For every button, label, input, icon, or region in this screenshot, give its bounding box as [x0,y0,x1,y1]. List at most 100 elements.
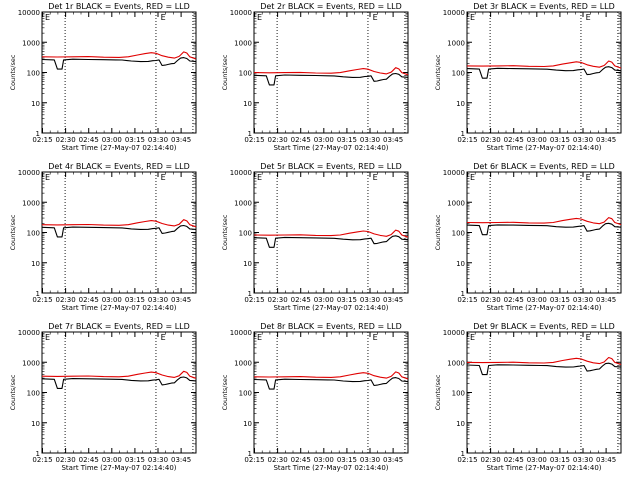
y-tick-label: 10 [243,100,252,108]
events-series-line [41,224,197,238]
flag-label: E [586,173,591,182]
y-tick-label: 10000 [230,169,252,177]
x-tick-label: 03:30 [148,456,168,464]
x-tick-label: 02:45 [291,296,311,304]
x-tick-label: 03:00 [314,456,334,464]
x-tick-label: 02:30 [56,456,76,464]
lld-series-line [253,67,409,76]
flag-label: E [470,333,475,342]
panel-title: Det 4r BLACK = Events, RED = LLD [48,162,190,171]
x-tick-label: 03:45 [171,456,191,464]
x-tick-label: 03:45 [596,136,616,144]
x-tick-label: 02:15 [244,456,264,464]
x-tick-label: 03:15 [337,296,357,304]
plot-panel-9: Det 9r BLACK = Events, RED = LLD 1 10 100 10… [434,322,622,472]
y-tick-label: 10 [243,260,252,268]
y-axis-label: Counts/sec [9,214,17,250]
y-tick-label: 1000 [234,199,252,207]
lld-series-line [41,219,197,228]
x-tick-label: 03:45 [383,296,403,304]
y-tick-label: 10000 [18,169,40,177]
x-axis-label: Start Time (27-May-07 02:14:40) [273,144,388,152]
x-tick-label: 03:45 [383,136,403,144]
y-tick-label: 1 [248,450,252,458]
x-tick-label: 02:30 [481,296,501,304]
events-series-line [41,376,197,389]
y-tick-label: 10000 [230,329,252,337]
y-tick-label: 10 [31,420,40,428]
events-series-line [466,362,622,376]
y-axis-label: Counts/sec [221,374,229,410]
x-tick-label: 02:30 [268,136,288,144]
x-axis-label: Start Time (27-May-07 02:14:40) [61,304,176,312]
plot-panel-3: Det 3r BLACK = Events, RED = LLD 1 10 100 10… [434,2,622,152]
panel-title: Det 6r BLACK = Events, RED = LLD [473,162,615,171]
x-tick-label: 03:00 [102,136,122,144]
x-tick-label: 02:15 [32,136,52,144]
lld-series-line [41,370,197,379]
plot-panel-1: Det 1r BLACK = Events, RED = LLD 1 10 100 10… [9,2,197,152]
x-tick-label: 02:30 [56,136,76,144]
x-tick-label: 03:00 [102,456,122,464]
x-tick-label: 03:45 [596,296,616,304]
flag-label: E [257,173,262,182]
x-tick-label: 03:30 [148,136,168,144]
lld-series-line [466,60,622,69]
x-axis-label: Start Time (27-May-07 02:14:40) [486,464,601,472]
x-tick-label: 03:45 [596,456,616,464]
y-axis-label: Counts/sec [221,54,229,90]
y-tick-label: 1 [461,130,465,138]
x-tick-label: 02:30 [268,456,288,464]
x-tick-label: 02:30 [56,296,76,304]
y-tick-label: 1000 [447,199,465,207]
x-tick-label: 03:15 [550,456,570,464]
x-tick-label: 02:30 [268,296,288,304]
events-series-line [253,72,409,86]
x-tick-label: 03:30 [360,136,380,144]
x-tick-label: 03:00 [102,296,122,304]
x-tick-label: 02:45 [79,456,99,464]
x-tick-label: 03:30 [573,136,593,144]
x-tick-label: 02:45 [504,296,524,304]
x-tick-label: 03:30 [573,456,593,464]
x-axis-label: Start Time (27-May-07 02:14:40) [486,304,601,312]
x-tick-label: 03:00 [527,296,547,304]
events-series-line [41,57,197,70]
y-tick-label: 1000 [22,39,40,47]
x-tick-label: 03:15 [337,456,357,464]
x-tick-label: 02:15 [457,296,477,304]
y-tick-label: 1000 [447,39,465,47]
y-tick-label: 1 [248,130,252,138]
y-tick-label: 1000 [22,199,40,207]
y-tick-label: 100 [452,70,465,78]
y-tick-label: 10 [31,100,40,108]
y-tick-label: 10 [456,260,465,268]
panel-title: Det 9r BLACK = Events, RED = LLD [473,322,615,331]
x-axis-label: Start Time (27-May-07 02:14:40) [61,144,176,152]
x-tick-label: 02:15 [457,456,477,464]
x-tick-label: 03:00 [527,136,547,144]
plot-panel-4: Det 4r BLACK = Events, RED = LLD 1 10 100 10… [9,162,197,312]
x-tick-label: 03:15 [125,456,145,464]
lld-series-line [253,371,409,380]
y-tick-label: 100 [27,390,40,398]
events-series-line [466,66,622,79]
x-tick-label: 03:15 [337,136,357,144]
x-axis-label: Start Time (27-May-07 02:14:40) [273,304,388,312]
flag-label: E [161,173,166,182]
x-tick-label: 02:15 [457,136,477,144]
x-tick-label: 03:15 [550,136,570,144]
panel-title: Det 2r BLACK = Events, RED = LLD [260,2,402,11]
x-tick-label: 02:45 [79,136,99,144]
flag-label: E [373,13,378,22]
y-tick-label: 100 [239,70,252,78]
x-tick-label: 03:15 [125,136,145,144]
y-tick-label: 1 [248,290,252,298]
x-tick-label: 03:30 [360,456,380,464]
y-tick-label: 100 [452,230,465,238]
y-axis-label: Counts/sec [9,374,17,410]
x-tick-label: 03:45 [383,456,403,464]
y-tick-label: 100 [239,390,252,398]
y-tick-label: 10000 [443,329,465,337]
